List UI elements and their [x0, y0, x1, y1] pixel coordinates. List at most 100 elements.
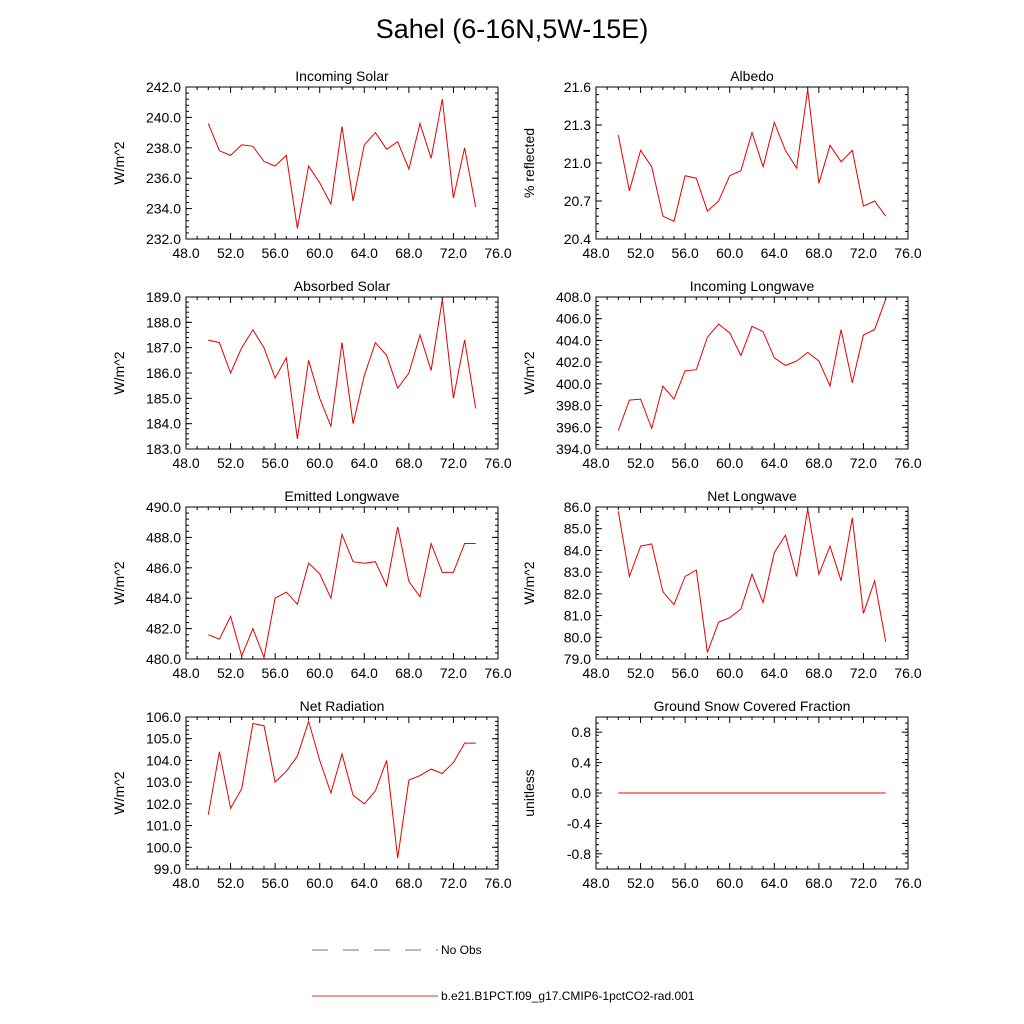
- y-tick-label: 400.0: [556, 376, 591, 392]
- legend-label-no-obs: No Obs: [441, 943, 482, 957]
- y-tick-label: 80.0: [564, 629, 591, 645]
- series-line: [617, 509, 887, 653]
- series-line: [617, 299, 887, 431]
- y-tick-label: 488.0: [146, 529, 181, 545]
- y-tick-label: 232.0: [146, 231, 181, 247]
- x-tick-label: 64.0: [351, 245, 378, 261]
- y-tick-label: 187.0: [146, 340, 181, 356]
- x-tick-label: 64.0: [351, 455, 378, 471]
- x-tick-label: 76.0: [894, 455, 921, 471]
- y-tick-label: -0.4: [567, 815, 591, 831]
- plot-frame: [185, 86, 499, 240]
- x-tick-label: 56.0: [672, 245, 699, 261]
- y-axis-label: W/m^2: [111, 561, 127, 604]
- x-tick-label: 64.0: [761, 875, 788, 891]
- x-tick-label: 60.0: [716, 455, 743, 471]
- y-tick-label: 394.0: [556, 441, 591, 457]
- y-axis-label: W/m^2: [111, 771, 127, 814]
- x-tick-label: 60.0: [306, 245, 333, 261]
- x-tick-label: 76.0: [484, 875, 511, 891]
- plot-frame: [595, 296, 909, 450]
- x-tick-label: 64.0: [761, 455, 788, 471]
- x-tick-label: 56.0: [672, 455, 699, 471]
- y-tick-label: 21.0: [564, 155, 591, 171]
- chart-3: Incoming Longwave W/m^2 48.0 52.0 56.0 60.0 64…: [521, 278, 922, 471]
- y-tick-label: 238.0: [146, 140, 181, 156]
- series-line: [207, 99, 477, 229]
- chart-4: Emitted Longwave W/m^2 48.0 52.0 56.0 60.0 64.…: [111, 488, 512, 681]
- x-tick-label: 68.0: [395, 665, 422, 681]
- y-tick-label: 484.0: [146, 590, 181, 606]
- x-tick-label: 52.0: [217, 665, 244, 681]
- plot-frame: [595, 506, 909, 660]
- y-tick-label: 105.0: [146, 731, 181, 747]
- y-tick-label: 20.4: [564, 231, 591, 247]
- series-line: [617, 89, 887, 223]
- y-tick-label: 480.0: [146, 651, 181, 667]
- y-tick-label: 101.0: [146, 818, 181, 834]
- x-tick-label: 68.0: [395, 455, 422, 471]
- y-tick-label: 21.6: [564, 79, 591, 95]
- x-tick-label: 72.0: [850, 875, 877, 891]
- x-tick-label: 72.0: [440, 875, 467, 891]
- x-tick-label: 56.0: [262, 665, 289, 681]
- x-tick-label: 52.0: [627, 455, 654, 471]
- x-tick-label: 68.0: [805, 665, 832, 681]
- plot-frame: [185, 296, 499, 450]
- x-tick-label: 60.0: [716, 665, 743, 681]
- x-tick-label: 52.0: [217, 245, 244, 261]
- x-tick-label: 60.0: [716, 875, 743, 891]
- plot-frame: [185, 506, 499, 660]
- y-tick-label: 404.0: [556, 332, 591, 348]
- x-tick-label: 76.0: [894, 245, 921, 261]
- x-tick-label: 56.0: [262, 875, 289, 891]
- x-tick-label: 48.0: [172, 665, 199, 681]
- y-tick-label: 21.3: [564, 117, 591, 133]
- legend-label-model: b.e21.B1PCT.f09_g17.CMIP6-1pctCO2-rad.00…: [441, 989, 695, 1003]
- plot-frame: [595, 86, 909, 240]
- y-tick-label: 104.0: [146, 752, 181, 768]
- x-tick-label: 60.0: [716, 245, 743, 261]
- series-line: [208, 526, 476, 660]
- x-tick-label: 48.0: [582, 455, 609, 471]
- page-title: Sahel (6-16N,5W-15E): [375, 14, 649, 44]
- x-tick-label: 64.0: [351, 875, 378, 891]
- y-tick-label: 402.0: [556, 354, 591, 370]
- y-tick-label: 406.0: [556, 311, 591, 327]
- x-tick-label: 60.0: [306, 665, 333, 681]
- y-tick-label: 82.0: [564, 586, 591, 602]
- x-tick-label: 64.0: [351, 665, 378, 681]
- x-tick-label: 72.0: [440, 455, 467, 471]
- y-tick-label: 490.0: [146, 499, 181, 515]
- x-tick-label: 48.0: [582, 665, 609, 681]
- plot-title: Incoming Longwave: [690, 278, 815, 294]
- y-tick-label: 396.0: [556, 419, 591, 435]
- x-tick-label: 56.0: [262, 455, 289, 471]
- x-tick-label: 48.0: [582, 245, 609, 261]
- plot-title: Net Radiation: [300, 698, 385, 714]
- y-tick-label: 106.0: [146, 709, 181, 725]
- legend-swatch-model: [312, 995, 438, 997]
- y-tick-label: 85.0: [564, 521, 591, 537]
- x-tick-label: 56.0: [672, 875, 699, 891]
- x-tick-label: 60.0: [306, 455, 333, 471]
- y-tick-label: 189.0: [146, 289, 181, 305]
- x-tick-label: 68.0: [805, 455, 832, 471]
- y-tick-label: 186.0: [146, 365, 181, 381]
- x-tick-label: 72.0: [850, 245, 877, 261]
- y-tick-label: 100.0: [146, 839, 181, 855]
- y-tick-label: 482.0: [146, 621, 181, 637]
- x-tick-label: 56.0: [672, 665, 699, 681]
- chart-6: Net Radiation W/m^2 48.0 52.0 56.0 60.0 64.0 68…: [111, 698, 512, 891]
- chart-1: Albedo % reflected 48.0 52.0 56.0 60.0 64.0 68.…: [521, 68, 922, 261]
- x-tick-label: 60.0: [306, 875, 333, 891]
- y-axis-label: unitless: [521, 769, 537, 816]
- y-axis-label: W/m^2: [111, 141, 127, 184]
- y-tick-label: 240.0: [146, 109, 181, 125]
- x-tick-label: 76.0: [484, 245, 511, 261]
- y-axis-label: W/m^2: [521, 561, 537, 604]
- y-axis-label: W/m^2: [521, 351, 537, 394]
- y-tick-label: 242.0: [146, 79, 181, 95]
- y-tick-label: 398.0: [556, 398, 591, 414]
- x-tick-label: 76.0: [484, 455, 511, 471]
